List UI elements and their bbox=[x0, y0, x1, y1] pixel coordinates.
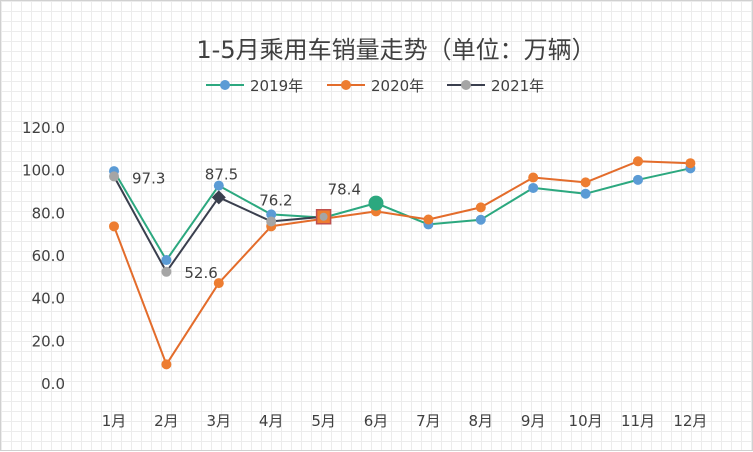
legend-marker bbox=[461, 80, 471, 90]
data-point-series-1 bbox=[475, 214, 486, 225]
x-tick-label: 6月 bbox=[364, 412, 389, 430]
y-tick-label: 80.0 bbox=[32, 204, 65, 222]
data-point-series-2 bbox=[528, 172, 539, 183]
y-axis-ticks: 0.0 20.0 40.0 60.0 80.0 100.0 120.0 bbox=[22, 119, 65, 393]
data-label: 97.3 bbox=[132, 169, 165, 187]
legend-marker bbox=[220, 80, 230, 90]
data-point-series-2 bbox=[161, 359, 172, 370]
data-point-series-2 bbox=[109, 221, 119, 232]
x-tick-label: 7月 bbox=[416, 412, 441, 430]
data-point-series-2 bbox=[685, 158, 696, 169]
data-point-series-1 bbox=[580, 188, 591, 199]
x-axis-ticks: 1月 2月 3月 4月 5月 6月 7月 8月 9月 10月 11月 12月 bbox=[102, 412, 708, 430]
legend-label: 2020年 bbox=[371, 77, 424, 95]
y-tick-label: 0.0 bbox=[41, 375, 65, 393]
data-point-series-2 bbox=[213, 278, 224, 289]
highlight-markers bbox=[211, 190, 384, 225]
data-label: 78.4 bbox=[328, 181, 361, 199]
data-label: 76.2 bbox=[259, 191, 292, 209]
x-tick-label: 2月 bbox=[154, 412, 179, 430]
x-tick-label: 1月 bbox=[102, 412, 127, 430]
x-tick-label: 11月 bbox=[621, 412, 655, 430]
y-tick-label: 120.0 bbox=[22, 119, 65, 137]
data-point-series-1 bbox=[633, 174, 643, 185]
data-point-series-1 bbox=[161, 255, 172, 266]
data-label: 87.5 bbox=[205, 165, 238, 183]
data-point-series-3 bbox=[109, 171, 119, 182]
x-tick-label: 10月 bbox=[569, 412, 603, 430]
highlight-circle-point bbox=[368, 195, 384, 211]
data-point-series-1 bbox=[213, 180, 224, 191]
data-label: 52.6 bbox=[184, 264, 217, 282]
legend-label: 2021年 bbox=[491, 77, 544, 95]
data-point-series-1 bbox=[266, 209, 277, 220]
data-point-series-1 bbox=[528, 182, 539, 193]
legend-label: 2019年 bbox=[250, 77, 303, 95]
x-tick-label: 8月 bbox=[469, 412, 494, 430]
x-tick-label: 4月 bbox=[259, 412, 284, 430]
data-point-series-2 bbox=[423, 214, 434, 225]
y-tick-label: 40.0 bbox=[32, 290, 65, 308]
legend-marker bbox=[341, 80, 351, 90]
series-line-1 bbox=[113, 167, 691, 262]
data-labels: 97.3 52.6 87.5 76.2 78.4 bbox=[132, 165, 361, 281]
data-point-series-3 bbox=[266, 216, 277, 227]
data-point-series-3 bbox=[161, 266, 172, 277]
legend: 2019年 2020年 2021年 bbox=[206, 77, 544, 95]
data-point-series-2 bbox=[633, 156, 643, 167]
data-point-series-2 bbox=[580, 177, 591, 188]
x-tick-label: 12月 bbox=[673, 412, 707, 430]
y-tick-label: 100.0 bbox=[22, 162, 65, 180]
chart-title: 1-5月乘用车销量走势（单位：万辆） bbox=[196, 36, 595, 64]
x-tick-label: 3月 bbox=[207, 412, 232, 430]
x-tick-label: 9月 bbox=[521, 412, 546, 430]
series-line-2 bbox=[113, 160, 691, 366]
data-point-series-2 bbox=[475, 202, 486, 213]
highlight-diamond-point bbox=[211, 190, 226, 205]
highlight-square-inner-point bbox=[319, 212, 328, 221]
y-tick-label: 60.0 bbox=[32, 247, 65, 265]
x-tick-label: 5月 bbox=[311, 412, 336, 430]
y-tick-label: 20.0 bbox=[32, 332, 65, 350]
